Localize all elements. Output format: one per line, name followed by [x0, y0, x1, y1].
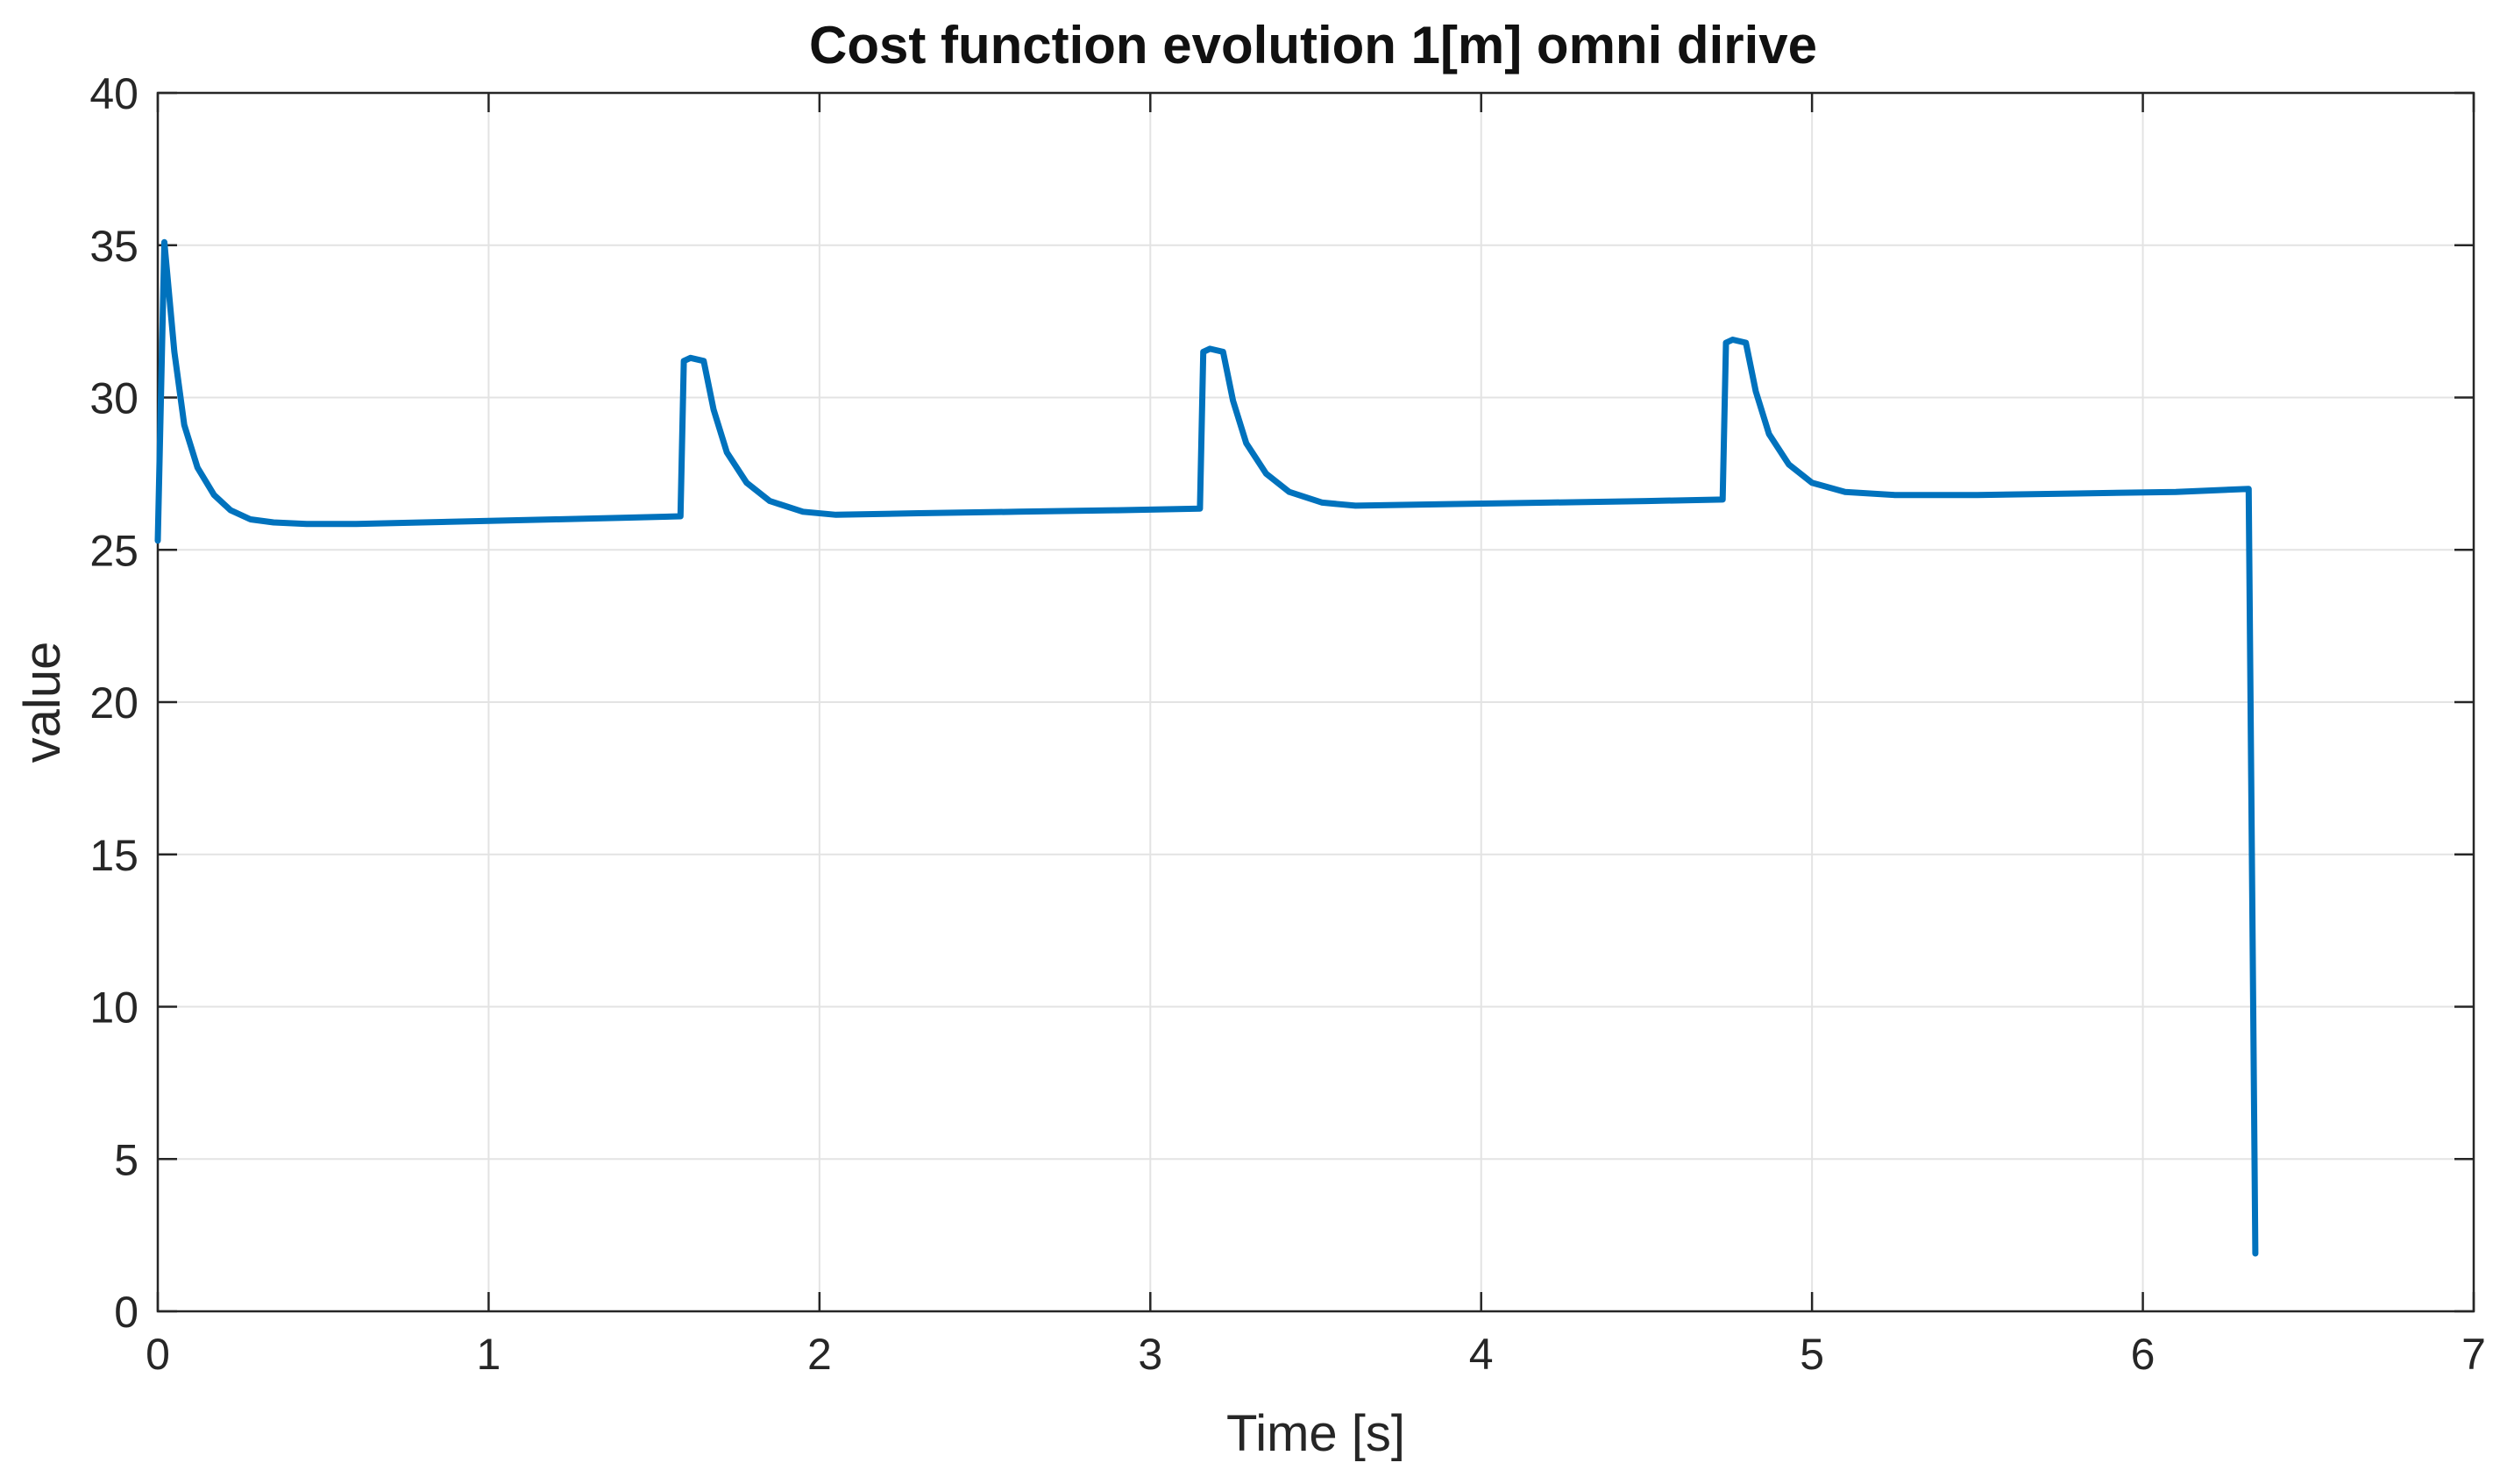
- series-layer: [154, 238, 2259, 1257]
- y-tick-label: 0: [114, 1288, 138, 1337]
- grid-lines: [158, 93, 2474, 1311]
- y-tick-label: 15: [89, 831, 138, 880]
- x-tick-label: 1: [477, 1330, 501, 1379]
- axis-ticks: 0 1 2 3 4 5 6 7 0 5 10 15 20 25 30 35 40: [89, 69, 2486, 1379]
- x-axis-label: Time [s]: [1226, 1405, 1405, 1462]
- x-tick-label: 7: [2461, 1330, 2486, 1379]
- y-tick-label: 5: [114, 1135, 138, 1184]
- x-tick-label: 0: [146, 1330, 170, 1379]
- x-tick-label: 2: [807, 1330, 832, 1379]
- x-tick-label: 3: [1138, 1330, 1162, 1379]
- x-tick-label: 6: [2131, 1330, 2156, 1379]
- y-tick-label: 35: [89, 222, 138, 271]
- x-tick-label: 5: [1800, 1330, 1824, 1379]
- y-tick-label: 25: [89, 526, 138, 575]
- y-axis-label: value: [14, 642, 71, 763]
- y-tick-label: 20: [89, 678, 138, 728]
- x-tick-label: 4: [1469, 1330, 1494, 1379]
- y-tick-label: 10: [89, 983, 138, 1033]
- y-tick-label: 30: [89, 374, 138, 423]
- series-line-cost: [154, 238, 2259, 1257]
- chart-title: Cost function evolution 1[m] omni dirive: [809, 16, 1817, 75]
- y-tick-label: 40: [89, 69, 138, 118]
